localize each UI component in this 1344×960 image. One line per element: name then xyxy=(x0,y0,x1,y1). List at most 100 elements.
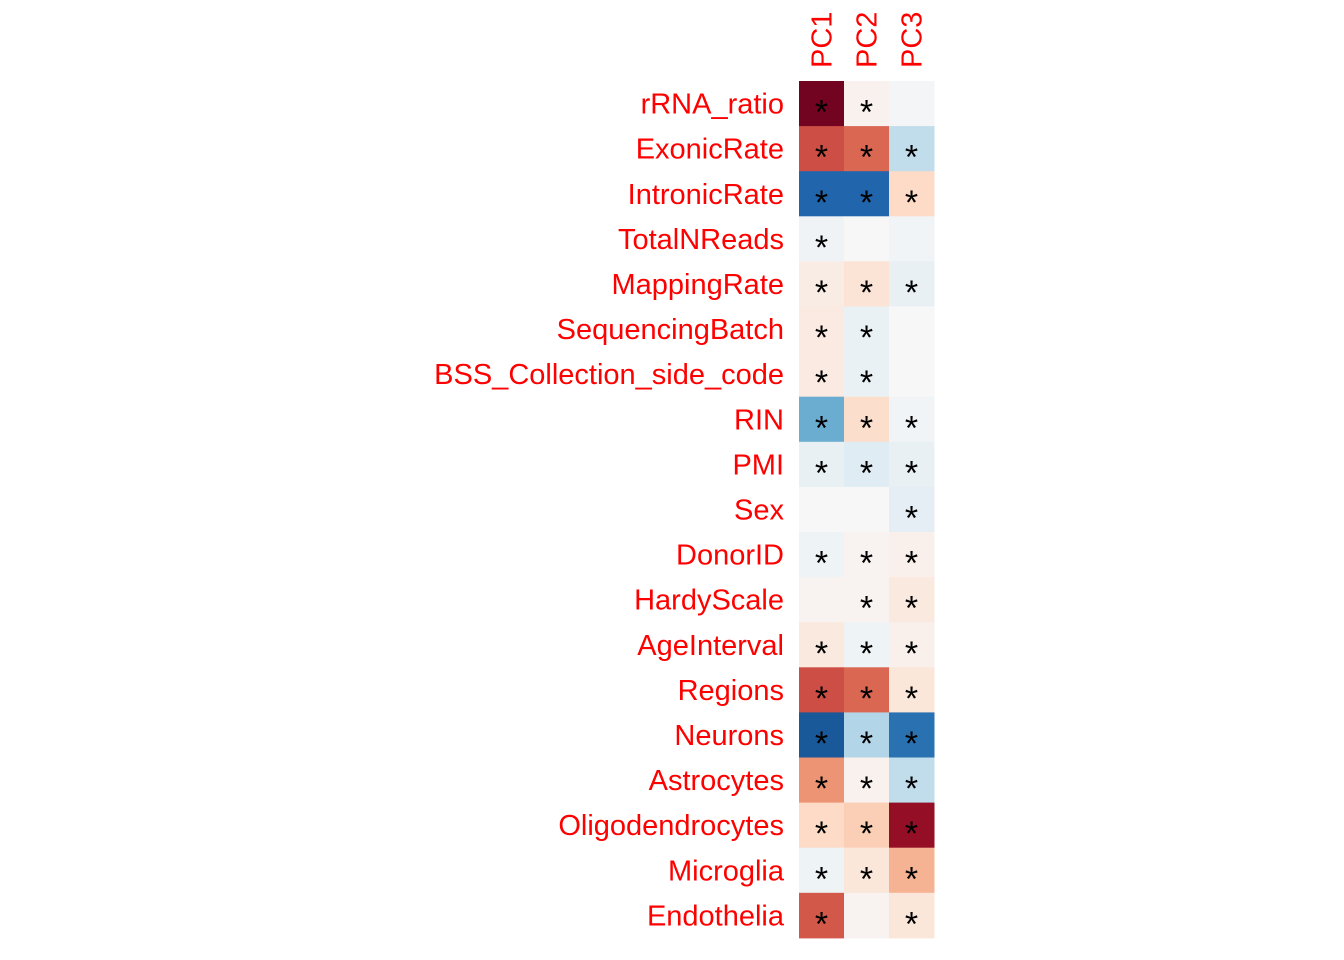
significance-star-regions-pc2: * xyxy=(860,680,873,718)
row-label-ageinterval: AgeInterval xyxy=(637,630,784,662)
cell-mappingrate-pc2 xyxy=(844,261,890,307)
row-label-sequencingbatch: SequencingBatch xyxy=(557,314,784,346)
cell-ageinterval-pc1 xyxy=(799,622,845,668)
significance-star-astrocytes-pc3: * xyxy=(905,770,918,808)
significance-star-mappingrate-pc2: * xyxy=(860,274,873,312)
cell-hardyscale-pc3 xyxy=(889,577,935,623)
significance-star-mappingrate-pc1: * xyxy=(815,274,828,312)
significance-markers: * * * * * * * * * * * * * * * * * * * * * * * * * * * * * * * * * * * * * * * *… xyxy=(815,94,918,944)
significance-star-rrna-ratio-pc2: * xyxy=(860,94,873,132)
cell-sequencingbatch-pc3 xyxy=(889,306,935,353)
significance-star-ageinterval-pc2: * xyxy=(860,635,873,673)
significance-star-endothelia-pc1: * xyxy=(815,905,828,943)
cell-pmi-pc3 xyxy=(889,441,935,488)
significance-star-astrocytes-pc1: * xyxy=(815,770,828,808)
significance-star-regions-pc1: * xyxy=(815,680,828,718)
significance-star-hardyscale-pc3: * xyxy=(905,590,918,628)
cell-mappingrate-pc3 xyxy=(889,261,935,307)
cell-bss-collection-side-code-pc2 xyxy=(844,351,890,398)
cell-rin-pc1 xyxy=(799,396,845,443)
significance-star-donorid-pc1: * xyxy=(815,545,828,583)
significance-star-exonicrate-pc1: * xyxy=(815,139,828,177)
cell-rrna-ratio-pc3 xyxy=(889,81,935,127)
column-label-pc3: PC3 xyxy=(897,12,929,68)
significance-star-totalnreads-pc1: * xyxy=(815,229,828,267)
cell-regions-pc1 xyxy=(799,667,845,713)
row-label-intronicrate: IntronicRate xyxy=(628,179,784,211)
row-label-endothelia: Endothelia xyxy=(647,900,785,932)
cell-bss-collection-side-code-pc3 xyxy=(889,351,935,398)
cell-intronicrate-pc3 xyxy=(889,171,935,217)
cell-intronicrate-pc1 xyxy=(799,171,845,217)
significance-star-astrocytes-pc2: * xyxy=(860,770,873,808)
cell-astrocytes-pc2 xyxy=(844,757,890,804)
significance-star-sequencingbatch-pc2: * xyxy=(860,319,873,357)
cell-ageinterval-pc3 xyxy=(889,622,935,668)
significance-star-oligodendrocytes-pc1: * xyxy=(815,815,828,853)
heatmap-cells xyxy=(799,81,935,939)
significance-star-neurons-pc1: * xyxy=(815,725,828,763)
cell-neurons-pc2 xyxy=(844,712,890,758)
cell-rin-pc3 xyxy=(889,396,935,443)
row-label-sex: Sex xyxy=(734,494,784,526)
significance-star-donorid-pc3: * xyxy=(905,545,918,583)
significance-star-endothelia-pc3: * xyxy=(905,905,918,943)
row-label-mappingrate: MappingRate xyxy=(612,269,785,301)
row-label-hardyscale: HardyScale xyxy=(634,585,784,617)
row-label-regions: Regions xyxy=(678,675,784,707)
column-label-pc1: PC1 xyxy=(807,12,839,68)
cell-donorid-pc2 xyxy=(844,532,890,578)
column-label-pc2: PC2 xyxy=(852,12,884,68)
significance-star-bss-collection-side-code-pc1: * xyxy=(815,364,828,402)
cell-endothelia-pc1 xyxy=(799,892,845,939)
significance-star-pmi-pc2: * xyxy=(860,454,873,492)
cell-neurons-pc1 xyxy=(799,712,845,758)
column-labels: PC1 PC2 PC3 xyxy=(807,12,929,68)
row-label-totalnreads: TotalNReads xyxy=(618,224,784,256)
significance-star-pmi-pc1: * xyxy=(815,454,828,492)
significance-star-microglia-pc1: * xyxy=(815,860,828,898)
cell-endothelia-pc3 xyxy=(889,892,935,939)
significance-star-neurons-pc2: * xyxy=(860,725,873,763)
row-label-astrocytes: Astrocytes xyxy=(649,765,784,797)
cell-mappingrate-pc1 xyxy=(799,261,845,307)
cell-endothelia-pc2 xyxy=(844,892,890,939)
row-label-microglia: Microglia xyxy=(668,855,785,887)
cell-oligodendrocytes-pc2 xyxy=(844,802,890,849)
cell-donorid-pc3 xyxy=(889,532,935,578)
cell-ageinterval-pc2 xyxy=(844,622,890,668)
significance-star-sequencingbatch-pc1: * xyxy=(815,319,828,357)
significance-star-exonicrate-pc2: * xyxy=(860,139,873,177)
significance-star-microglia-pc3: * xyxy=(905,860,918,898)
significance-star-regions-pc3: * xyxy=(905,680,918,718)
cell-exonicrate-pc2 xyxy=(844,126,890,172)
row-label-neurons: Neurons xyxy=(674,720,784,752)
cell-regions-pc3 xyxy=(889,667,935,713)
cell-sequencingbatch-pc2 xyxy=(844,306,890,353)
significance-star-rin-pc3: * xyxy=(905,409,918,447)
cell-sex-pc1 xyxy=(799,486,845,533)
significance-star-microglia-pc2: * xyxy=(860,860,873,898)
cell-regions-pc2 xyxy=(844,667,890,713)
cell-astrocytes-pc1 xyxy=(799,757,845,804)
significance-star-neurons-pc3: * xyxy=(905,725,918,763)
row-label-oligodendrocytes: Oligodendrocytes xyxy=(558,810,784,842)
significance-star-sex-pc3: * xyxy=(905,499,918,537)
cell-astrocytes-pc3 xyxy=(889,757,935,804)
cell-rrna-ratio-pc1 xyxy=(799,81,845,127)
cell-oligodendrocytes-pc3 xyxy=(889,802,935,849)
significance-star-mappingrate-pc3: * xyxy=(905,274,918,312)
cell-totalnreads-pc3 xyxy=(889,216,935,262)
cell-exonicrate-pc1 xyxy=(799,126,845,172)
cell-rin-pc2 xyxy=(844,396,890,443)
cell-hardyscale-pc2 xyxy=(844,577,890,623)
significance-star-exonicrate-pc3: * xyxy=(905,139,918,177)
cell-pmi-pc2 xyxy=(844,441,890,488)
cell-totalnreads-pc1 xyxy=(799,216,845,262)
cell-microglia-pc2 xyxy=(844,847,890,894)
cell-pmi-pc1 xyxy=(799,441,845,488)
significance-star-rin-pc2: * xyxy=(860,409,873,447)
row-label-pmi: PMI xyxy=(732,449,784,481)
cell-intronicrate-pc2 xyxy=(844,171,890,217)
